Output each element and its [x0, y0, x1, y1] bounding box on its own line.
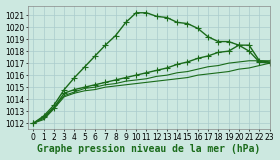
X-axis label: Graphe pression niveau de la mer (hPa): Graphe pression niveau de la mer (hPa) — [37, 144, 261, 154]
